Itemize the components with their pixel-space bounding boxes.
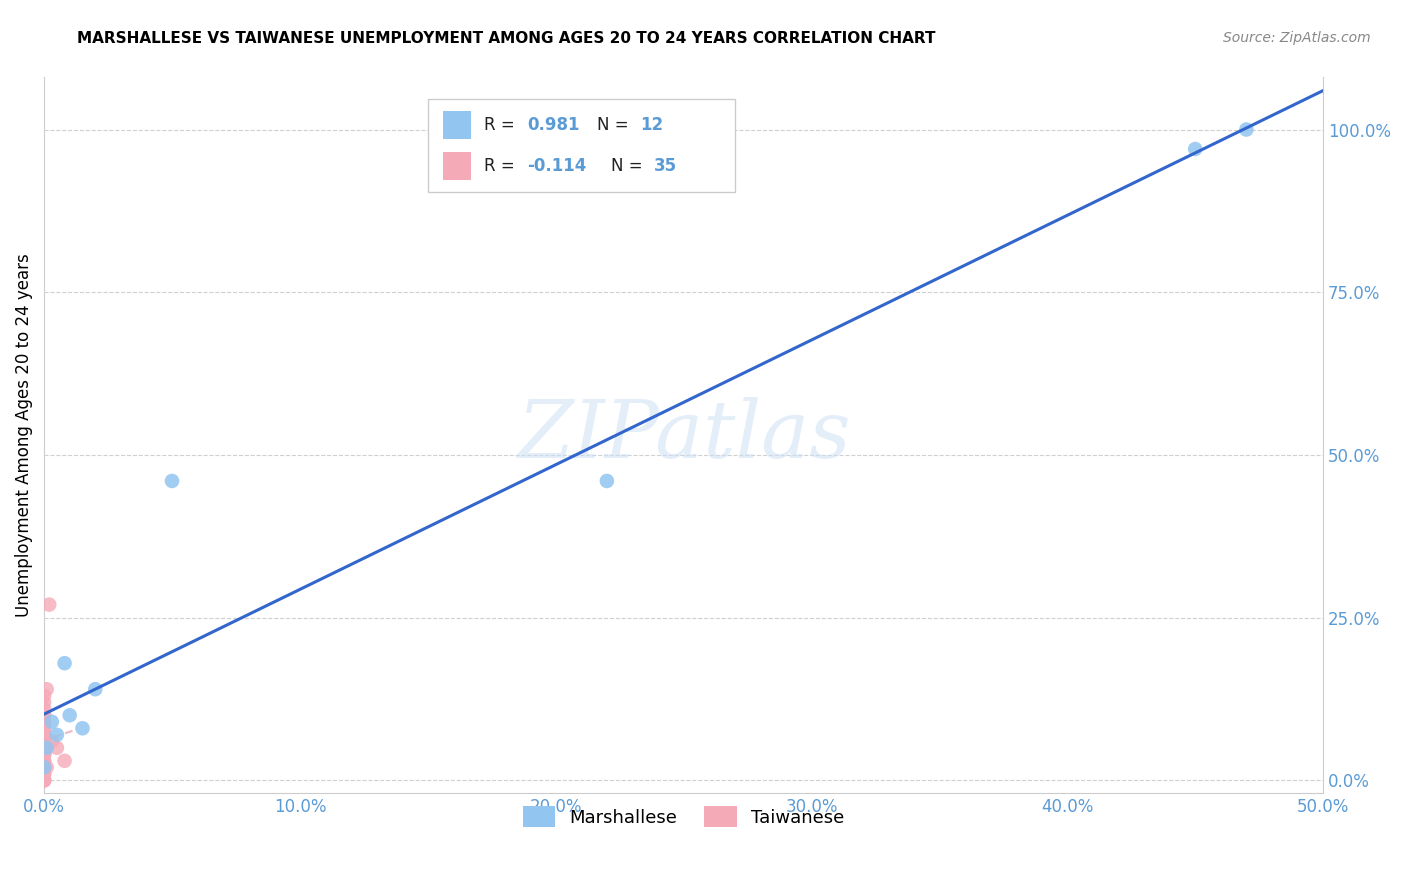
Text: Source: ZipAtlas.com: Source: ZipAtlas.com (1223, 31, 1371, 45)
Point (32, 714, 55, 729)
Point (32, 760, 55, 774)
Point (32, 740, 55, 755)
Text: ZIPatlas: ZIPatlas (517, 397, 851, 475)
Text: R =: R = (484, 157, 520, 175)
Point (32, 695, 55, 709)
Point (32, 767, 55, 781)
Text: N =: N = (610, 157, 648, 175)
Point (32, 708, 55, 723)
Point (160, 474, 183, 488)
Text: N =: N = (596, 116, 634, 134)
Point (596, 474, 619, 488)
Point (32, 728, 55, 742)
Point (72, 721, 94, 735)
Text: 35: 35 (654, 157, 678, 175)
Point (41, 714, 63, 729)
Point (38, 598, 60, 612)
Point (32, 708, 55, 723)
Point (32, 721, 55, 735)
Y-axis label: Unemployment Among Ages 20 to 24 years: Unemployment Among Ages 20 to 24 years (15, 253, 32, 617)
Point (32, 740, 55, 755)
Point (53, 656, 76, 670)
Point (53, 754, 76, 768)
Point (45, 728, 67, 742)
Point (32, 734, 55, 748)
Point (32, 714, 55, 729)
Point (32, 754, 55, 768)
Point (32, 721, 55, 735)
Point (32, 747, 55, 762)
Point (1184, 142, 1206, 156)
Point (32, 734, 55, 748)
Point (59, 708, 82, 723)
Text: 12: 12 (640, 116, 664, 134)
Point (32, 728, 55, 742)
Point (35, 682, 58, 697)
Point (32, 702, 55, 716)
Point (1234, 122, 1257, 136)
Point (32, 747, 55, 762)
Point (35, 760, 58, 774)
Point (32, 760, 55, 774)
Point (84, 682, 107, 697)
Point (32, 773, 55, 788)
Point (35, 740, 58, 755)
Point (32, 740, 55, 755)
Point (32, 754, 55, 768)
Bar (443, 153, 471, 179)
Point (32, 728, 55, 742)
Bar (427, 99, 735, 192)
Point (32, 773, 55, 788)
Text: 0.981: 0.981 (527, 116, 581, 134)
Point (45, 740, 67, 755)
Point (32, 760, 55, 774)
Text: R =: R = (484, 116, 520, 134)
Text: -0.114: -0.114 (527, 157, 586, 175)
Legend: Marshallese, Taiwanese: Marshallese, Taiwanese (516, 799, 852, 834)
Point (32, 747, 55, 762)
Point (32, 773, 55, 788)
Point (32, 689, 55, 703)
Point (41, 734, 63, 748)
Point (32, 767, 55, 781)
Bar (443, 112, 471, 138)
Text: MARSHALLESE VS TAIWANESE UNEMPLOYMENT AMONG AGES 20 TO 24 YEARS CORRELATION CHAR: MARSHALLESE VS TAIWANESE UNEMPLOYMENT AM… (77, 31, 936, 46)
